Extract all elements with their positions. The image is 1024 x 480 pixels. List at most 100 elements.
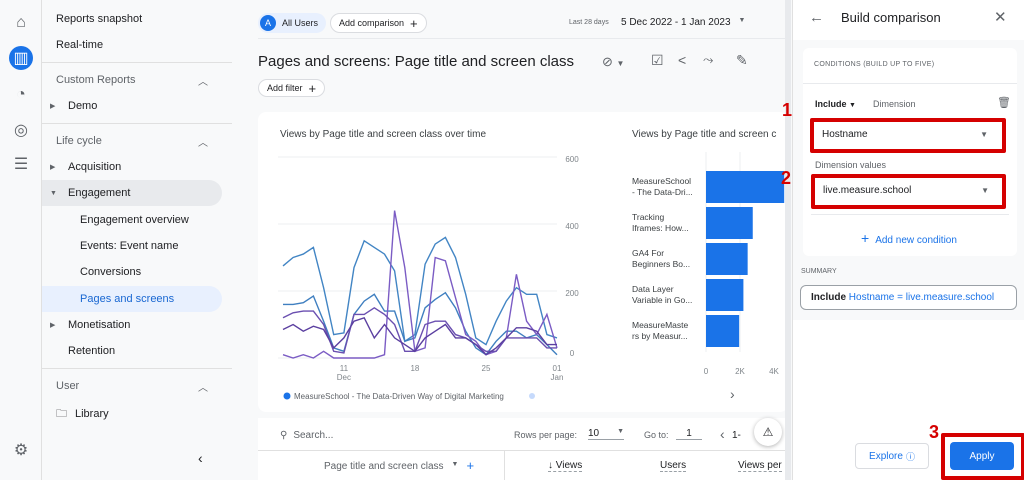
x-tick-month: Dec xyxy=(337,373,351,382)
edit-pencil-icon[interactable]: ✎ xyxy=(736,52,748,68)
label: Explore xyxy=(869,450,903,462)
nav-life-cycle[interactable]: Life cycle ︿ xyxy=(42,128,222,154)
label: Views xyxy=(555,460,583,471)
dimension-select[interactable]: Hostname ▼ xyxy=(816,125,998,144)
close-icon[interactable]: ✕ xyxy=(994,9,1007,26)
label: Engagement xyxy=(68,187,131,199)
insights-icon[interactable]: ⤳ xyxy=(703,52,714,67)
label: Custom Reports xyxy=(56,74,136,86)
panel-title: Build comparison xyxy=(841,10,941,25)
nav-user[interactable]: User ︿ xyxy=(42,373,222,399)
customize-report-icon[interactable]: ☑ xyxy=(651,52,664,68)
dimension-label: Dimension xyxy=(873,99,916,109)
annotation-box-2 xyxy=(811,174,1006,209)
advertising-icon[interactable]: ◎ xyxy=(14,122,28,139)
bar xyxy=(706,243,748,275)
column-views-per[interactable]: Views per xyxy=(738,460,782,472)
add-comparison-button[interactable]: Add comparison + xyxy=(330,13,427,33)
nav-realtime[interactable]: Real-time xyxy=(42,32,222,58)
x-tick-label: 18 xyxy=(410,364,419,373)
explore-icon[interactable]: ◔ xyxy=(16,86,26,103)
nav-custom-reports[interactable]: Custom Reports ︿ xyxy=(42,67,222,93)
label: Pages and screens xyxy=(80,293,175,305)
add-dimension-icon[interactable]: + xyxy=(466,458,475,473)
summary-include: Include xyxy=(811,292,847,303)
search-input[interactable]: Search... xyxy=(293,430,334,441)
nav-events[interactable]: Events: Event name xyxy=(42,233,222,259)
chevron-up-icon: ︿ xyxy=(198,76,208,88)
column-page-title[interactable]: Page title and screen class ▼ + xyxy=(324,458,475,473)
date-prefix: Last 28 days xyxy=(569,19,609,26)
x-tick-label: 01 xyxy=(553,364,562,373)
folder-icon: 🗀 xyxy=(56,407,67,420)
feedback-icon[interactable]: ⚠ xyxy=(754,418,782,446)
y-tick-label: 200 xyxy=(565,289,579,298)
add-filter-button[interactable]: Add filter + xyxy=(258,79,326,97)
share-icon[interactable]: < xyxy=(678,52,687,68)
date-range-picker[interactable]: 5 Dec 2022 - 1 Jan 2023 ▼ xyxy=(621,17,745,28)
reports-icon[interactable]: ▥ xyxy=(9,46,33,70)
annotation-number-3: 3 xyxy=(929,422,940,442)
summary-box: Include Hostname = live.measure.school xyxy=(800,285,1017,310)
include-select[interactable]: Include ▼ xyxy=(815,99,856,109)
nav-conversions[interactable]: Conversions xyxy=(42,259,222,285)
legend-marker xyxy=(283,392,291,400)
caret-down-icon: ▼ xyxy=(981,186,989,195)
nav-acquisition[interactable]: ▶ Acquisition xyxy=(42,154,222,180)
rows-per-page-select[interactable]: 10 ▼ xyxy=(588,428,624,440)
nav-retention[interactable]: Retention xyxy=(42,338,222,364)
back-arrow-icon[interactable]: ← xyxy=(809,9,824,26)
prev-page-icon[interactable]: ‹ xyxy=(720,426,725,442)
bar xyxy=(706,207,753,239)
collapse-nav-icon[interactable]: ‹ xyxy=(198,450,203,466)
label: Conversions xyxy=(80,266,142,278)
nav-reports-snapshot[interactable]: Reports snapshot xyxy=(42,6,222,32)
nav-demo[interactable]: ▶ Demo xyxy=(42,93,222,119)
value: Hostname xyxy=(822,129,868,140)
chevron-up-icon: ︿ xyxy=(198,137,208,149)
summary-label: SUMMARY xyxy=(801,268,837,275)
divider xyxy=(811,214,1009,215)
nav-monetisation[interactable]: ▶ Monetisation xyxy=(42,312,222,338)
settings-icon[interactable]: ⚙ xyxy=(13,442,29,459)
add-new-condition-button[interactable]: + Add new condition xyxy=(861,230,957,246)
label: Include xyxy=(815,99,847,109)
bar-chart-title: Views by Page title and screen c xyxy=(632,129,776,140)
legend-marker-2 xyxy=(529,393,535,399)
bar-label: - The Data-Dri... xyxy=(632,187,693,197)
delete-icon[interactable]: 🗑 xyxy=(997,97,1011,109)
configure-icon[interactable]: ☰ xyxy=(13,156,29,173)
plus-icon: + xyxy=(861,230,870,246)
reports-nav: Reports snapshot Real-time Custom Report… xyxy=(42,0,232,480)
home-icon[interactable]: ⌂ xyxy=(16,14,26,31)
x-tick-month: Jan xyxy=(551,373,564,382)
nav-engagement-overview[interactable]: Engagement overview xyxy=(42,207,222,233)
explore-button[interactable]: Explore ⓘ xyxy=(855,443,929,469)
dimension-value-select[interactable]: live.measure.school ▼ xyxy=(817,181,999,200)
check-circle-icon[interactable]: ⊘ ▼ xyxy=(602,54,625,69)
bar xyxy=(706,171,785,203)
caret-down-icon: ▼ xyxy=(451,461,459,468)
table-search[interactable]: ⚲ Search... xyxy=(280,430,333,441)
scrollbar[interactable] xyxy=(785,0,791,480)
label: Events: Event name xyxy=(80,240,179,252)
column-users[interactable]: Users xyxy=(660,460,687,472)
icon-rail: ⌂ ▥ ◔ ◎ ☰ ⚙ xyxy=(0,0,42,480)
nav-pages-and-screens[interactable]: Pages and screens xyxy=(42,286,222,312)
legend-next-icon[interactable]: › xyxy=(730,386,735,402)
plus-icon: + xyxy=(308,80,317,96)
nav-engagement[interactable]: ▼ Engagement xyxy=(42,180,222,206)
segment-chip[interactable]: A All Users xyxy=(258,13,327,33)
goto-label: Go to: xyxy=(644,430,669,440)
column-views[interactable]: ↓ Views xyxy=(548,460,583,472)
y-tick-label: 600 xyxy=(565,155,579,164)
page-title: Pages and screens: Page title and screen… xyxy=(258,53,575,70)
apply-button[interactable]: Apply xyxy=(950,442,1014,470)
label: User xyxy=(56,380,80,392)
goto-input[interactable]: 1 xyxy=(676,428,702,440)
label: Reports snapshot xyxy=(56,13,143,25)
x-tick-label: 2K xyxy=(735,367,745,376)
nav-library[interactable]: 🗀 Library xyxy=(42,401,222,427)
rows-per-page-label: Rows per page: xyxy=(514,430,578,440)
caret-down-icon: ▼ xyxy=(617,428,624,435)
